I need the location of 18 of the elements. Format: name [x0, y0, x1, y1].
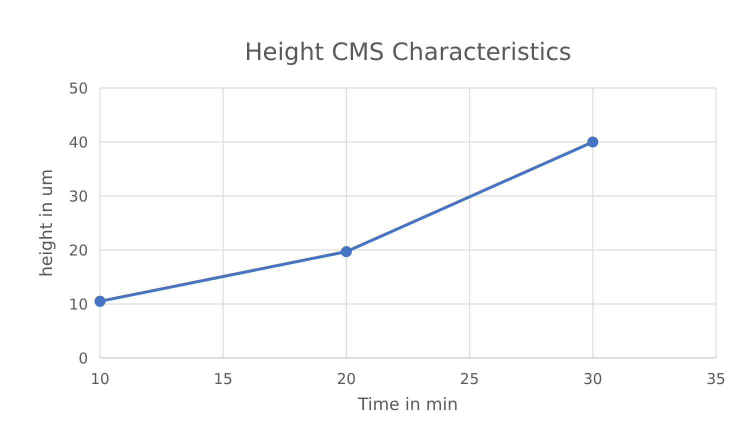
point	[587, 136, 598, 148]
x-tick-label: 35	[706, 370, 726, 388]
y-tick-label: 20	[68, 241, 88, 260]
y-tick-label: 10	[68, 295, 88, 314]
chart-title: Height CMS Characteristics	[244, 38, 572, 66]
y-tick-label: 50	[68, 79, 88, 98]
x-tick-label: 30	[583, 370, 602, 388]
x-tick-label: 20	[336, 370, 356, 388]
y-tick-label: 40	[68, 133, 88, 152]
x-axis-title: Time in min	[357, 395, 458, 415]
x-tick-label: 25	[460, 370, 480, 388]
point	[94, 296, 106, 307]
y-axis-title: height in um	[37, 169, 57, 277]
x-tick-label: 15	[214, 370, 233, 388]
point	[340, 246, 352, 258]
x-tick-label: 10	[90, 370, 110, 388]
y-tick-label: 30	[68, 187, 88, 206]
y-tick-label: 0	[78, 349, 88, 368]
